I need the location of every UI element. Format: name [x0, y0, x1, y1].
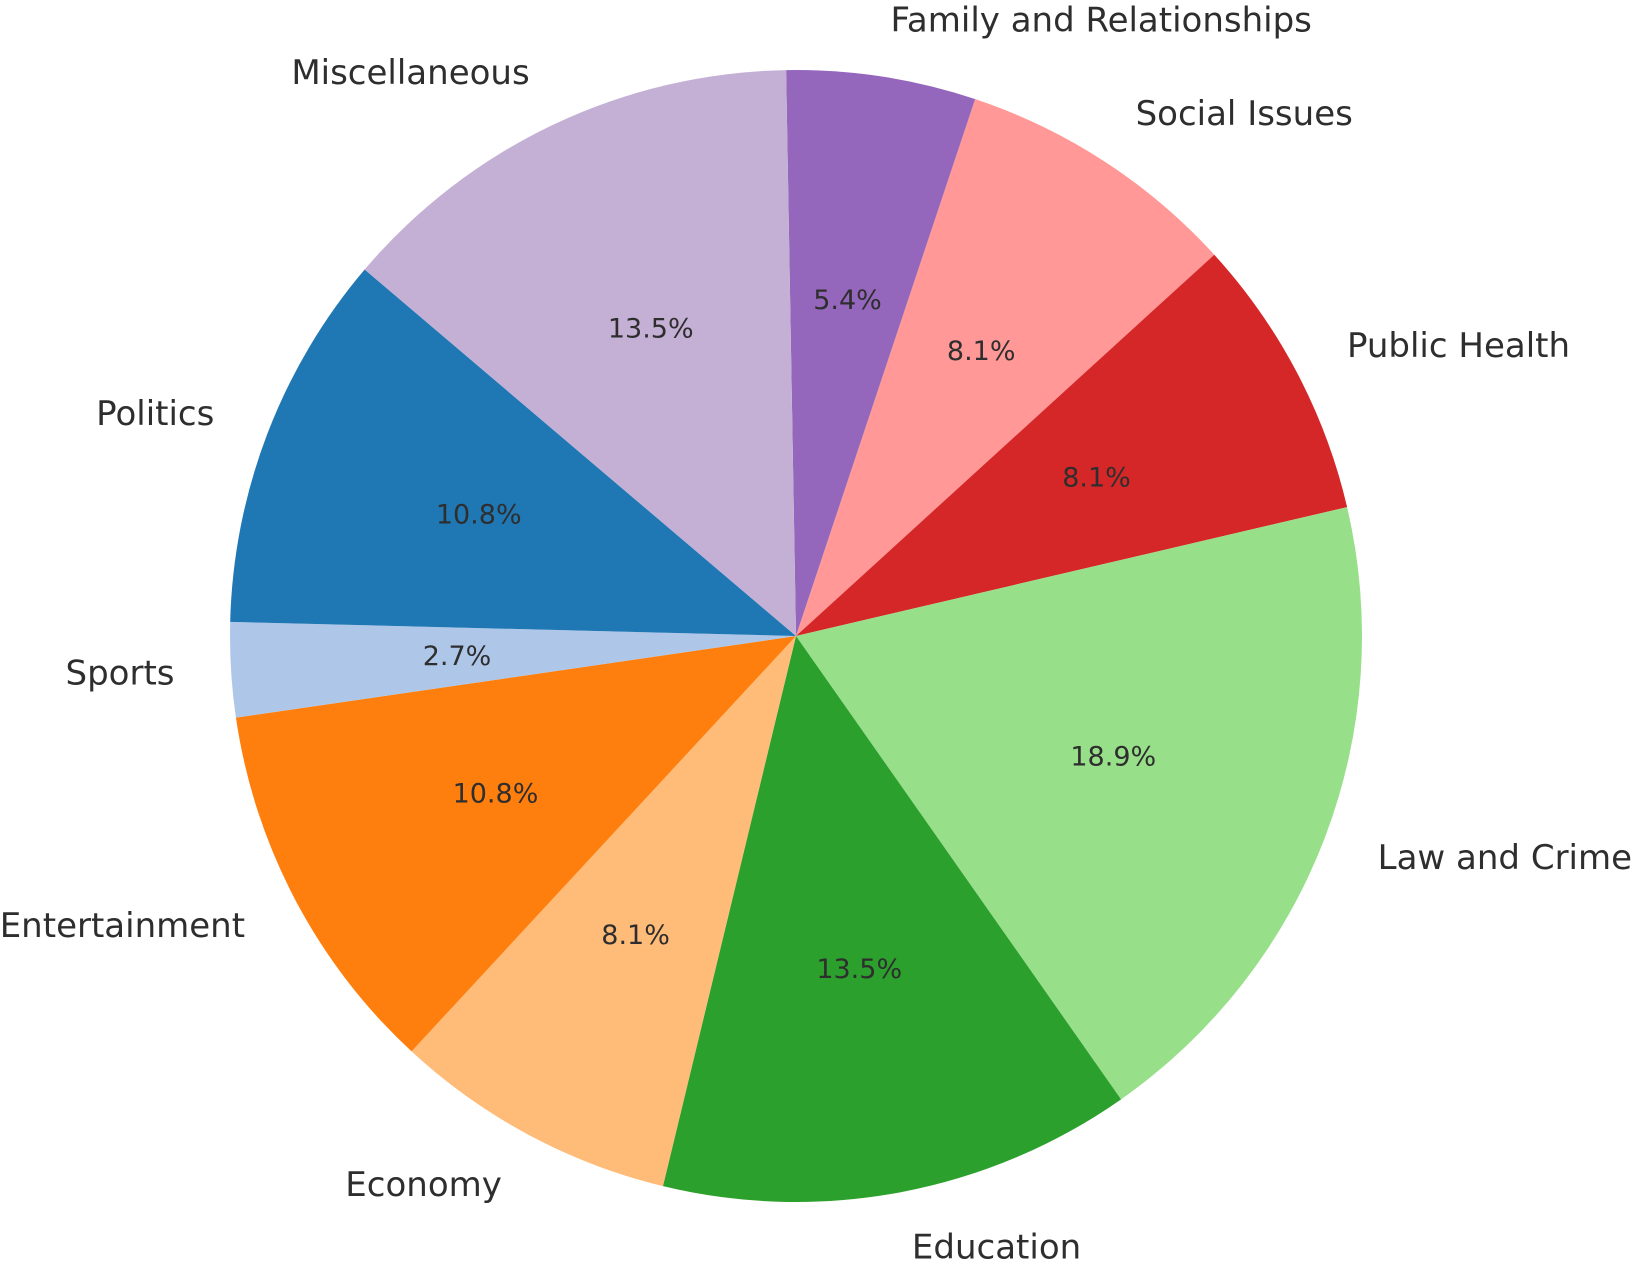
pct-label-law-and-crime: 18.9% — [1070, 742, 1156, 773]
pie-slice-economy — [411, 636, 796, 1187]
category-label-entertainment: Entertainment — [0, 906, 245, 946]
pie-slice-entertainment — [235, 636, 797, 1052]
category-label-family-and-relationships: Family and Relationships — [890, 1, 1311, 41]
pct-label-social-issues: 8.1% — [947, 336, 1016, 367]
pct-label-public-health: 8.1% — [1062, 462, 1131, 493]
percentage-labels: 5.4% 8.1% 8.1% 18.9% 13.5% 8.1% 10.8% 2.7% 10.8%… — [423, 285, 1156, 985]
category-label-economy: Economy — [345, 1165, 502, 1205]
pct-label-miscellaneous: 13.5% — [608, 314, 694, 345]
pct-label-family-and-relationships: 5.4% — [813, 285, 882, 316]
pct-label-entertainment: 10.8% — [453, 779, 539, 810]
category-label-education: Education — [912, 1228, 1081, 1264]
category-label-politics: Politics — [96, 394, 214, 434]
pie-slice-education — [662, 636, 1122, 1202]
pie-slice-social-issues — [796, 99, 1215, 637]
category-label-public-health: Public Health — [1347, 326, 1570, 366]
category-label-miscellaneous: Miscellaneous — [291, 53, 529, 93]
pie-slice-sports — [230, 621, 797, 718]
category-label-sports: Sports — [66, 653, 175, 693]
pie-slice-law-and-crime — [796, 507, 1362, 1100]
pie-slice-miscellaneous — [364, 70, 796, 637]
pie-slice-public-health — [796, 254, 1348, 636]
pie-slice-politics — [230, 269, 796, 636]
pie-slices — [230, 70, 1362, 1202]
pct-label-politics: 10.8% — [436, 499, 522, 530]
pct-label-sports: 2.7% — [423, 641, 492, 672]
pct-label-education: 13.5% — [816, 954, 902, 985]
category-label-law-and-crime: Law and Crime — [1378, 838, 1632, 878]
category-label-social-issues: Social Issues — [1136, 94, 1353, 134]
pct-label-economy: 8.1% — [601, 920, 670, 951]
pie-slice-family-and-relationships — [786, 70, 976, 637]
